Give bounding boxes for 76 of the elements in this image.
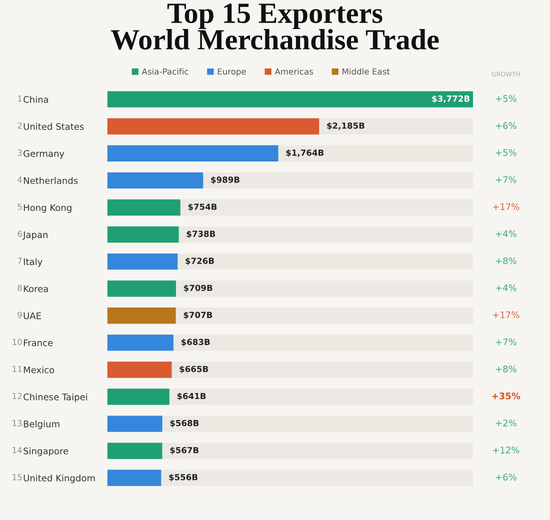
y-tick-label: UAE xyxy=(24,312,41,320)
data-label: $709B xyxy=(184,284,212,292)
y-tick-label: Italy xyxy=(24,258,42,267)
bar xyxy=(107,280,176,297)
text: 14 xyxy=(12,447,22,454)
bar xyxy=(107,253,178,270)
text: 5 xyxy=(18,204,22,210)
text: 7 xyxy=(18,258,22,264)
text: 6 xyxy=(18,230,22,237)
text: 10 xyxy=(12,338,22,346)
bar xyxy=(107,199,180,216)
y-tick-label: Korea xyxy=(24,285,48,292)
y-tick-label: Belgium xyxy=(24,420,60,430)
data-label: $754B xyxy=(188,203,217,212)
text: +6% xyxy=(496,122,516,129)
text: +4% xyxy=(496,284,516,292)
text: +17% xyxy=(493,311,520,318)
text: +7% xyxy=(496,176,516,184)
y-tick-label: United States xyxy=(24,122,84,130)
data-label: $989B xyxy=(211,176,240,184)
y-tick-label: Netherlands xyxy=(24,177,78,184)
y-tick-label: France xyxy=(24,340,53,346)
text: 8 xyxy=(18,284,22,292)
data-label: $2,185B xyxy=(327,122,364,130)
bar xyxy=(107,308,176,324)
text: 9 xyxy=(18,312,22,318)
data-label: $683B xyxy=(181,338,210,346)
y-tick-label: United Kingdom xyxy=(24,474,95,484)
y-tick-label: Chinese Taipei xyxy=(24,393,88,402)
bar xyxy=(107,226,179,243)
data-label: $707B xyxy=(184,312,212,320)
text: +7% xyxy=(496,338,516,346)
text: +5% xyxy=(496,149,516,156)
text: 3 xyxy=(18,150,22,156)
y-tick-label: Hong Kong xyxy=(24,204,72,213)
text: 4 xyxy=(18,176,22,183)
text: +2% xyxy=(496,420,516,426)
bar xyxy=(107,334,174,351)
text: +4% xyxy=(496,230,516,238)
text: 15 xyxy=(12,474,22,480)
y-tick-label: Mexico xyxy=(24,366,54,374)
y-tick-label: Germany xyxy=(24,150,64,159)
data-label: $567B xyxy=(170,446,199,454)
data-label: $556B xyxy=(169,474,198,482)
y-tick-label: Singapore xyxy=(24,447,68,456)
text: 11 xyxy=(12,366,22,372)
text: +6% xyxy=(496,474,516,480)
bar xyxy=(107,388,170,405)
text: +35% xyxy=(492,392,520,400)
data-label: $568B xyxy=(170,420,199,428)
bar xyxy=(107,362,172,378)
text: +17% xyxy=(493,203,520,210)
data-label: $1,764B xyxy=(286,149,324,157)
text: 1 xyxy=(18,96,22,102)
text: 13 xyxy=(12,420,22,426)
y-tick-label: Japan xyxy=(22,231,48,240)
data-label: $3,772B xyxy=(432,95,470,103)
chart-title: Top 15 Exporters World Merchandise Trade xyxy=(110,4,439,50)
bar xyxy=(107,470,162,486)
legend-label: Americas xyxy=(274,68,314,75)
data-label: $641B xyxy=(177,392,206,400)
text: 12 xyxy=(12,392,22,400)
legend-label: Asia-Pacific xyxy=(142,68,188,75)
bar xyxy=(107,416,162,432)
data-label: $738B xyxy=(186,230,216,238)
data-label: $665B xyxy=(180,366,208,374)
text: +5% xyxy=(496,95,516,102)
legend-label: Middle East xyxy=(342,68,390,75)
text: +12% xyxy=(493,446,520,454)
bar xyxy=(107,442,162,459)
y-tick-label: China xyxy=(24,96,48,103)
text: +8% xyxy=(496,366,516,372)
data-label: $726B xyxy=(186,258,214,266)
text: 2 xyxy=(18,122,22,129)
legend-label: Europe xyxy=(218,68,246,76)
text: +8% xyxy=(496,257,516,264)
